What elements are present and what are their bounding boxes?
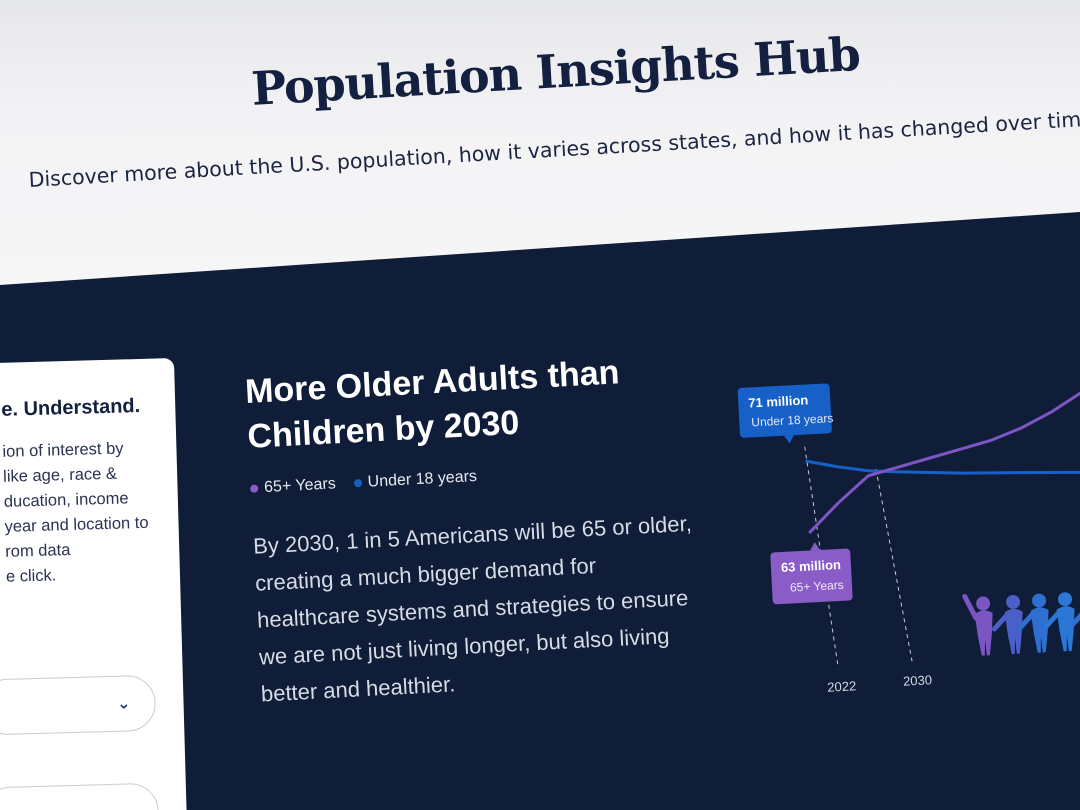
population-line-chart: 2022 2030 71 million Under 18 years 63 m… [737,371,1080,695]
callout-value: 71 million [748,392,809,410]
x-tick-label: 2030 [903,672,933,688]
callout-box [770,548,853,605]
series-line-65plus [808,371,1080,534]
person-figure-icon [962,593,993,656]
legend-label: Under 18 years [367,467,478,491]
card-text-line: like age, race & [2,464,118,486]
card-text-line: rom data [5,540,71,561]
chevron-down-icon: ⌄ [116,693,131,713]
callout-label: Under 18 years [751,411,834,429]
series-line-under18 [805,459,1080,475]
card-text-line: year and location to [4,513,149,536]
topic-dropdown[interactable]: ⌄ [0,674,157,736]
callout-value: 63 million [781,557,842,575]
card-text-line: ducation, income [3,489,129,511]
callout-65plus: 63 million 65+ Years [770,542,853,605]
legend-item-65plus: 65+ Years [250,475,336,497]
person-figure-icon [991,594,1023,655]
card-heading: e. Understand. [0,394,141,421]
explore-card: e. Understand. ion of interest by like a… [0,358,188,810]
callout-under18: 71 million Under 18 years [737,383,834,444]
callout-label: 65+ Years [790,578,844,595]
legend-item-under18: Under 18 years [353,468,477,492]
card-text-line: ion of interest by [2,439,124,461]
person-figure-icon [1069,609,1080,628]
chart-legend: 65+ Years Under 18 years [250,456,710,498]
callout-box [737,383,832,438]
feature-body: By 2030, 1 in 5 Americans will be 65 or … [252,510,693,707]
page-subtitle: Discover more about the U.S. population,… [28,106,1080,192]
legend-dot-icon [250,484,259,493]
x-tick-label: 2022 [827,678,857,694]
card-text-line: e click. [5,566,57,586]
person-figure-icon [1017,593,1049,653]
person-figure-icon [1043,592,1075,652]
legend-dot-icon [353,479,362,488]
location-dropdown[interactable] [0,782,160,810]
callout-pointer [784,435,795,444]
feature-text: More Older Adults than Children by 2030 … [244,346,721,713]
page-title: Population Insights Hub [250,26,862,116]
people-illustration-icon [962,592,1080,656]
callout-pointer [810,542,821,551]
x-gridline-2030 [875,468,913,662]
legend-label: 65+ Years [263,475,337,497]
